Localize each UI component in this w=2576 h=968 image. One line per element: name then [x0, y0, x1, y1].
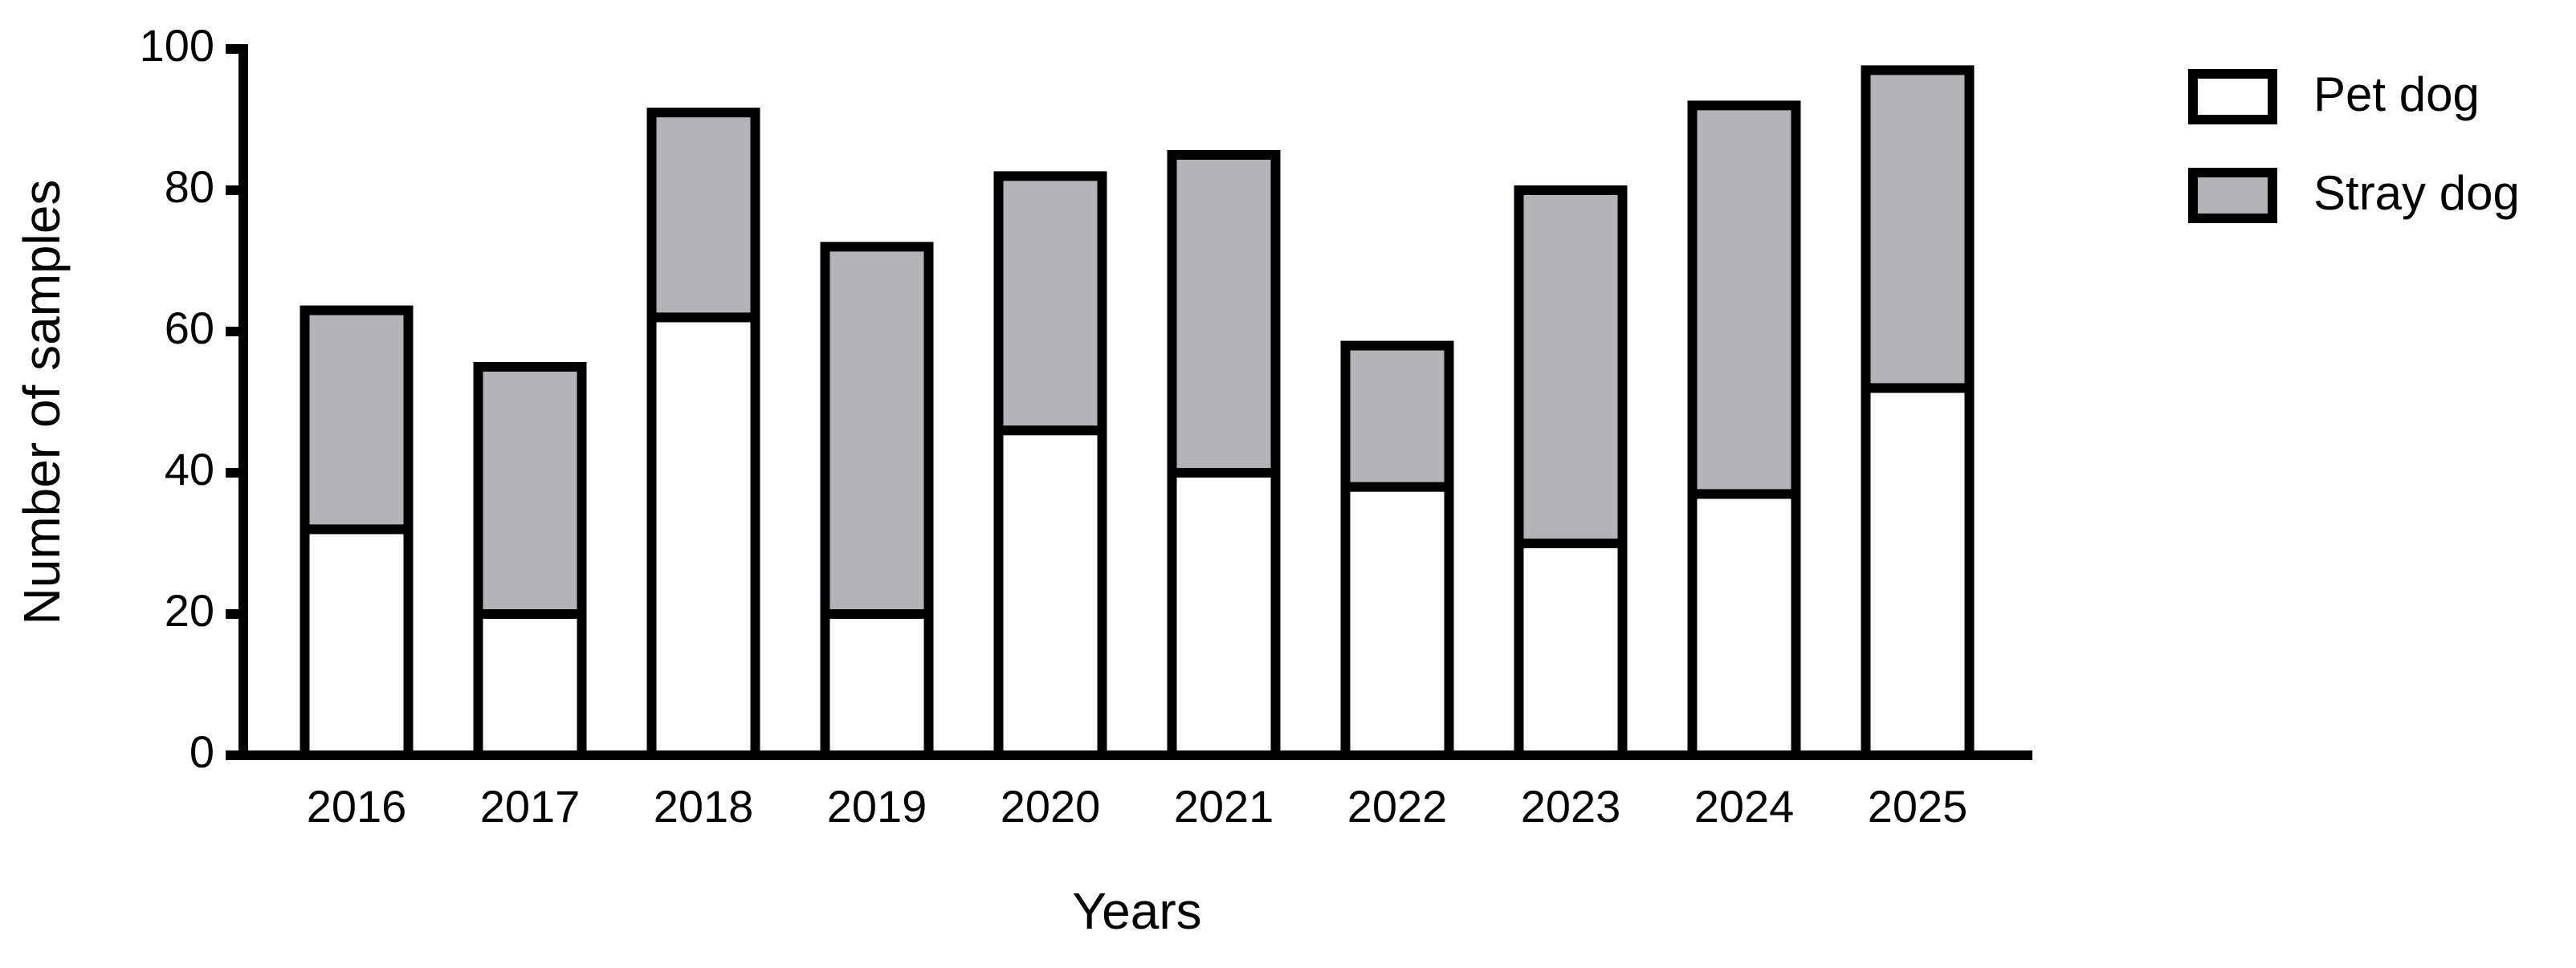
y-tick-label: 100	[140, 20, 214, 71]
x-tick-label: 2024	[1694, 781, 1795, 832]
bar-segment	[1167, 468, 1281, 760]
y-tick-label: 40	[165, 444, 214, 494]
x-tick-label: 2025	[1868, 781, 1968, 832]
bar-segment	[646, 108, 760, 323]
legend-swatch	[2188, 69, 2277, 124]
bar-segment	[1340, 482, 1454, 760]
y-tick-label: 80	[165, 161, 214, 212]
x-tick-label: 2019	[827, 781, 927, 832]
bar-segment	[1687, 100, 1801, 499]
bar-segment	[1167, 150, 1281, 478]
legend-swatch	[2188, 168, 2277, 223]
y-tick-label: 0	[190, 726, 214, 777]
y-tick-label: 20	[165, 585, 214, 636]
bar-segment	[473, 609, 587, 760]
bar-segment	[1514, 185, 1628, 548]
x-tick-label: 2018	[654, 781, 754, 832]
y-axis-title: Number of samples	[13, 180, 71, 625]
y-tick-label: 60	[165, 303, 214, 353]
x-tick-label: 2016	[307, 781, 407, 832]
bar-segment	[1687, 489, 1801, 761]
bar-segment	[993, 425, 1107, 760]
bar-segment	[646, 312, 760, 760]
bar-segment	[473, 362, 587, 619]
bar-segment	[1861, 65, 1975, 393]
legend-label: Stray dog	[2313, 166, 2520, 220]
bar-segment	[1861, 383, 1975, 760]
x-tick-label: 2023	[1521, 781, 1621, 832]
bar-segment	[300, 305, 414, 535]
bar-segment	[1514, 539, 1628, 760]
bar-segment	[993, 171, 1107, 436]
x-tick-label: 2017	[480, 781, 581, 832]
bar-segment	[300, 524, 414, 761]
legend-label: Pet dog	[2313, 67, 2480, 121]
x-axis-title: Years	[1072, 882, 1201, 940]
bar-segment	[820, 609, 934, 760]
x-tick-label: 2020	[1001, 781, 1101, 832]
bar-segment	[1340, 340, 1454, 492]
x-tick-label: 2022	[1347, 781, 1448, 832]
bar-segment	[820, 242, 934, 619]
x-tick-label: 2021	[1174, 781, 1274, 832]
